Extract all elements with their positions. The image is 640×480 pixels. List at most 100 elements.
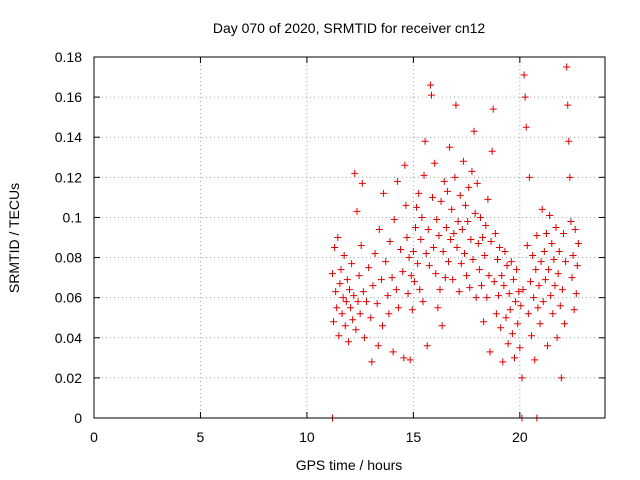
y-tick-labels: 0 0.02 0.04 0.06 0.08 0.1 0.12 0.14 0.16 0.18	[55, 49, 82, 426]
data-point	[394, 304, 402, 312]
data-point	[409, 248, 417, 256]
y-tick-label: 0.18	[55, 49, 82, 65]
data-point	[421, 137, 429, 145]
data-point	[471, 209, 479, 217]
data-point	[393, 177, 401, 185]
data-point	[338, 310, 346, 318]
data-point	[486, 348, 494, 356]
data-point	[459, 157, 467, 165]
data-point	[434, 304, 442, 312]
data-point	[400, 354, 408, 362]
data-point	[343, 276, 351, 284]
data-point	[515, 288, 523, 296]
data-point	[501, 248, 509, 256]
data-point	[562, 258, 570, 266]
data-point	[429, 193, 437, 201]
data-point	[408, 306, 416, 314]
data-point	[360, 334, 368, 342]
data-point	[496, 244, 504, 252]
data-point	[556, 302, 564, 310]
data-point	[574, 240, 582, 248]
data-point	[373, 300, 381, 308]
y-tick-label: 0.08	[55, 250, 82, 266]
data-point	[331, 244, 339, 252]
data-point	[344, 338, 352, 346]
data-point	[386, 238, 394, 246]
data-point	[535, 282, 543, 290]
data-point	[537, 258, 545, 266]
data-point	[436, 286, 444, 294]
data-point	[445, 258, 453, 266]
data-point	[507, 258, 515, 266]
data-point	[542, 229, 550, 237]
data-point	[545, 266, 553, 274]
data-point	[521, 93, 529, 101]
y-tick-label: 0.02	[55, 370, 82, 386]
data-point	[449, 276, 457, 284]
data-point	[468, 167, 476, 175]
data-point	[484, 195, 492, 203]
data-point	[571, 225, 579, 233]
data-point	[426, 81, 434, 89]
data-point	[478, 282, 486, 290]
data-point	[465, 183, 473, 191]
data-point	[404, 290, 412, 298]
data-point	[348, 260, 356, 268]
data-point	[420, 171, 428, 179]
data-point	[538, 205, 546, 213]
data-point	[410, 278, 418, 286]
data-point	[544, 342, 552, 350]
data-point	[564, 101, 572, 109]
data-point	[541, 276, 549, 284]
data-point	[397, 246, 405, 254]
data-point	[419, 298, 427, 306]
data-point	[572, 290, 580, 298]
data-point	[457, 260, 465, 268]
data-point	[530, 294, 538, 302]
data-point	[374, 342, 382, 350]
data-point	[403, 234, 411, 241]
data-point	[540, 248, 548, 256]
data-point	[475, 266, 483, 274]
data-point	[513, 266, 521, 274]
data-point	[458, 225, 466, 233]
data-point	[565, 137, 573, 145]
data-point	[539, 298, 547, 306]
data-point	[476, 213, 484, 221]
data-point	[455, 288, 463, 296]
data-point	[347, 304, 355, 312]
data-point	[355, 272, 363, 280]
data-point	[570, 306, 578, 314]
data-point	[467, 236, 475, 244]
x-tick-label: 5	[197, 429, 205, 445]
data-point	[546, 211, 554, 219]
data-point	[534, 304, 542, 312]
data-point	[390, 215, 398, 223]
data-point	[448, 205, 456, 213]
data-point	[550, 256, 558, 264]
data-point	[528, 332, 536, 340]
y-tick-label: 0	[74, 410, 82, 426]
data-point	[503, 262, 511, 270]
data-point	[469, 256, 477, 264]
data-point	[399, 268, 407, 276]
data-point	[497, 324, 505, 332]
data-point	[382, 258, 390, 266]
data-point	[490, 278, 498, 286]
data-point	[334, 234, 342, 241]
data-point	[480, 318, 488, 326]
data-point	[485, 272, 493, 280]
x-tick-label: 10	[299, 429, 315, 445]
data-point	[388, 274, 396, 282]
data-point	[389, 348, 397, 356]
data-point	[566, 173, 574, 181]
data-point	[423, 342, 431, 350]
data-point	[367, 314, 375, 322]
data-point	[330, 318, 338, 326]
data-point	[500, 282, 508, 290]
data-point	[371, 250, 379, 258]
data-point	[526, 278, 534, 286]
data-point	[439, 248, 447, 256]
data-point	[406, 356, 414, 364]
